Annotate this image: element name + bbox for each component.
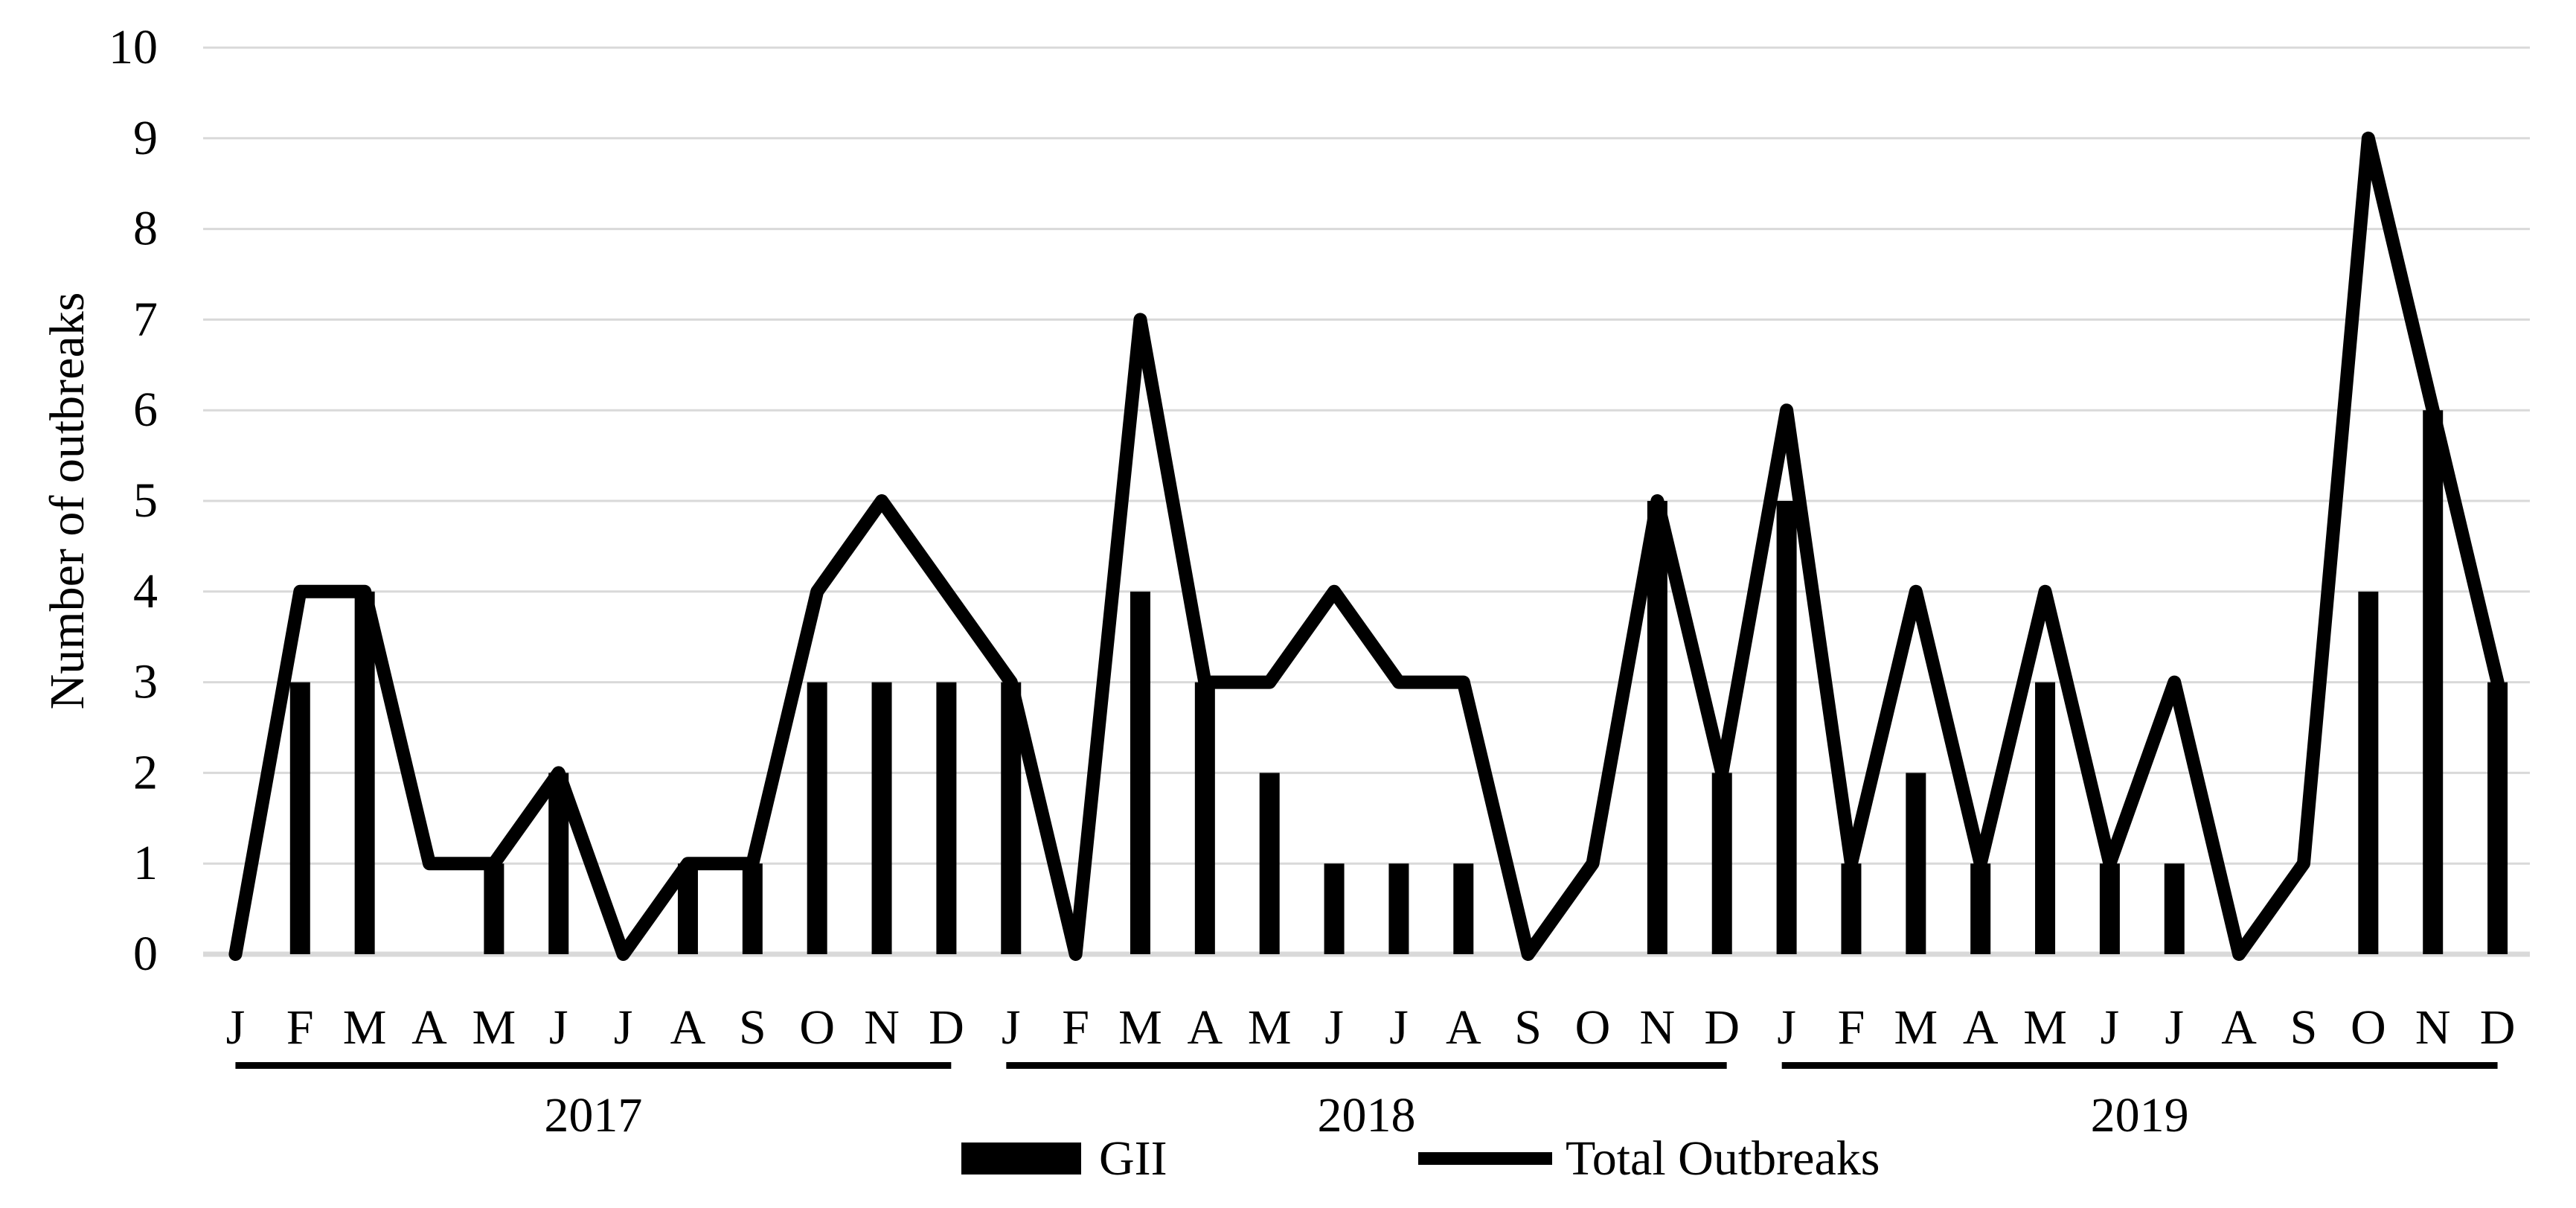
gii-bar-2019-02 (1841, 863, 1862, 954)
year-label-2017: 2017 (544, 1088, 642, 1143)
month-label-2018-09: S (1514, 1000, 1542, 1055)
gii-bar-2018-12 (1711, 773, 1732, 954)
month-label-2018-04: A (1188, 1000, 1223, 1055)
y-tick-label-5: 5 (133, 473, 158, 528)
month-label-2018-11: N (1640, 1000, 1676, 1055)
gii-bar-2019-10 (2358, 591, 2379, 954)
gii-bar-2018-06 (1324, 863, 1345, 954)
gii-bar-2019-05 (2035, 682, 2056, 954)
y-tick-label-6: 6 (133, 383, 158, 437)
y-tick-label-9: 9 (133, 111, 158, 165)
gii-bar-2017-10 (807, 682, 827, 954)
gii-bar-2019-12 (2487, 682, 2508, 954)
total-outbreaks-line (228, 131, 2505, 961)
y-tick-label-1: 1 (133, 836, 158, 890)
gii-bar-2018-08 (1453, 863, 1474, 954)
month-label-2017-10: O (799, 1000, 835, 1055)
legend-gii-label: GII (1099, 1131, 1167, 1186)
month-label-2018-08: A (1446, 1000, 1481, 1055)
y-tick-label-10: 10 (109, 20, 158, 74)
gii-bar-2019-01 (1776, 501, 1797, 954)
gii-bar-2018-05 (1259, 773, 1280, 954)
gii-bar-2019-07 (2164, 863, 2185, 954)
year-label-2018: 2018 (1318, 1088, 1416, 1143)
y-tick-label-2: 2 (133, 745, 158, 799)
month-label-2017-08: A (670, 1000, 706, 1055)
month-label-2017-11: N (864, 1000, 900, 1055)
legend-line-swatch (1418, 1152, 1552, 1165)
month-label-2017-06: J (549, 1000, 568, 1055)
y-tick-label-4: 4 (133, 564, 158, 619)
year-underline-2019 (1781, 1062, 2498, 1069)
year-label-2019: 2019 (2091, 1088, 2189, 1143)
gii-bar-2017-12 (936, 682, 957, 954)
gridlines-group (203, 46, 2530, 957)
month-label-2019-02: F (1838, 1000, 1865, 1055)
month-label-2018-01: J (1002, 1000, 1021, 1055)
year-underline-2018 (1006, 1062, 1727, 1069)
month-label-2019-01: J (1777, 1000, 1796, 1055)
gii-bar-2019-03 (1906, 773, 1926, 954)
y-tick-label-0: 0 (133, 927, 158, 981)
month-label-2019-04: A (1963, 1000, 1999, 1055)
month-label-2019-08: A (2221, 1000, 2257, 1055)
month-label-2017-05: M (472, 1000, 516, 1055)
month-label-2017-03: M (343, 1000, 387, 1055)
gii-bars-group (289, 410, 2508, 954)
gii-bar-2017-02 (289, 682, 310, 954)
total-outbreaks-line-group (228, 131, 2505, 961)
gii-bar-2018-03 (1130, 591, 1150, 954)
month-label-2018-10: O (1575, 1000, 1611, 1055)
legend-gii-swatch (961, 1143, 1081, 1175)
year-underline-2017 (235, 1062, 952, 1069)
legend-total-outbreaks-label: Total Outbreaks (1566, 1131, 1880, 1186)
month-label-2018-06: J (1324, 1000, 1344, 1055)
month-label-2019-03: M (1894, 1000, 1938, 1055)
month-label-2017-12: D (929, 1000, 964, 1055)
month-label-2019-06: J (2101, 1000, 2120, 1055)
month-label-2017-04: A (411, 1000, 447, 1055)
month-label-2017-07: J (614, 1000, 633, 1055)
gii-bar-2019-11 (2423, 410, 2444, 954)
y-tick-label-3: 3 (133, 655, 158, 709)
month-label-2017-09: S (739, 1000, 766, 1055)
gii-bar-2017-11 (871, 682, 892, 954)
y-tick-label-7: 7 (133, 292, 158, 346)
month-label-2019-10: O (2351, 1000, 2386, 1055)
gii-bar-2019-06 (2099, 863, 2120, 954)
month-label-2018-05: M (1248, 1000, 1292, 1055)
month-label-2018-02: F (1062, 1000, 1089, 1055)
gii-bar-2018-04 (1194, 682, 1215, 954)
gii-bar-2017-03 (354, 591, 375, 954)
y-tick-label-8: 8 (133, 202, 158, 256)
y-tick-labels-group: 0 1 2 3 4 5 6 7 8 9 10 (109, 20, 158, 981)
month-label-2019-05: M (2023, 1000, 2067, 1055)
month-label-2019-12: D (2480, 1000, 2516, 1055)
month-label-2018-12: D (1704, 1000, 1740, 1055)
month-label-2019-11: N (2415, 1000, 2451, 1055)
gii-bar-2017-05 (484, 863, 504, 954)
month-label-2018-03: M (1118, 1000, 1162, 1055)
y-axis-title: Number of outbreaks (40, 293, 94, 710)
gii-bar-2019-04 (1970, 863, 1991, 954)
legend: GII Total Outbreaks (961, 1131, 1880, 1186)
month-label-2019-07: J (2165, 1000, 2184, 1055)
gii-bar-2017-09 (742, 863, 763, 954)
year-groups-group: 2017 2018 2019 (235, 1062, 2498, 1143)
month-label-2017-01: J (226, 1000, 246, 1055)
gii-bar-2018-07 (1388, 863, 1409, 954)
month-label-2019-09: S (2290, 1000, 2318, 1055)
month-label-2017-02: F (286, 1000, 314, 1055)
month-label-2018-07: J (1389, 1000, 1409, 1055)
